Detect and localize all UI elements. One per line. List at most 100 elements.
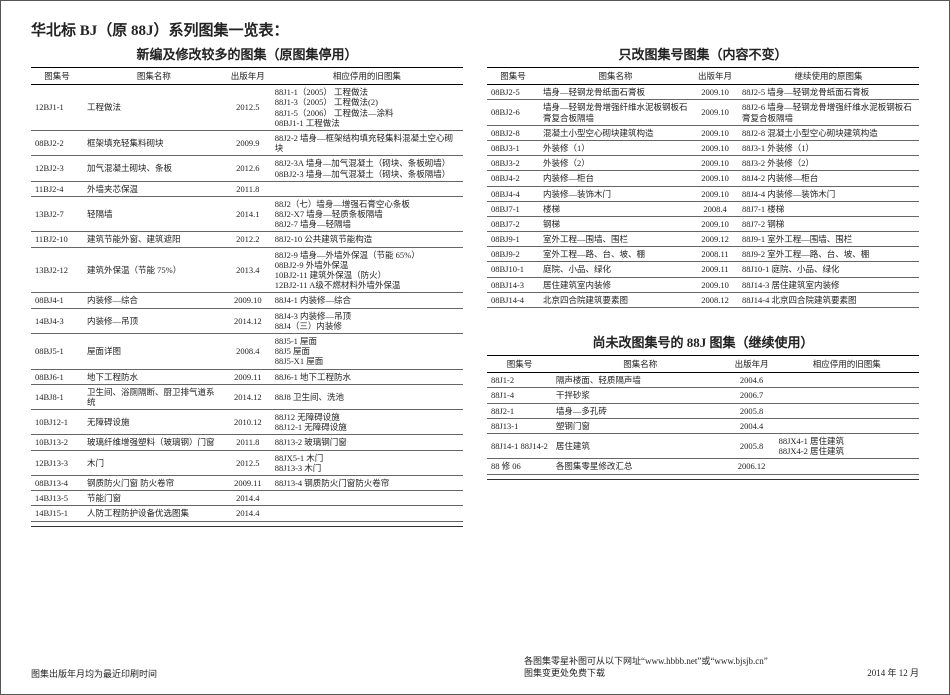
cell-code: 12BJ1-1 xyxy=(31,85,83,131)
cell-old: 88J2-5 墙身—轻钢龙骨纸面石膏板 xyxy=(738,85,919,100)
table-row: 08BJ2-6墙身—轻钢龙骨增强纤维水泥板钢板石膏复合板隔墙2009.1088J… xyxy=(487,100,919,125)
cell-year: 2009.10 xyxy=(692,156,738,171)
cell-name: 室外工程—围墙、围栏 xyxy=(539,232,692,247)
cell-year: 2006.12 xyxy=(729,459,775,474)
cell-old xyxy=(271,181,463,196)
cell-old xyxy=(775,459,919,474)
cell-year: 2009.10 xyxy=(692,140,738,155)
cell-code: 08BJ9-1 xyxy=(487,232,539,247)
table-header-row: 图集号 图集名称 出版年月 继续使用的原图集 xyxy=(487,68,919,85)
cell-code: 14BJ15-1 xyxy=(31,506,83,521)
table-header-row: 图集号 图集名称 出版年月 相应停用的旧图集 xyxy=(487,356,919,373)
th-year: 出版年月 xyxy=(729,356,775,373)
left-bottom-rule xyxy=(31,526,463,527)
table-row: 14BJ13-5节能门窗2014.4 xyxy=(31,491,463,506)
cell-year: 2009.11 xyxy=(692,262,738,277)
cell-code: 08BJ4-2 xyxy=(487,171,539,186)
cell-code: 08BJ4-1 xyxy=(31,293,83,308)
footnote-right-line1: 各图集零星补图可从以下网址“www.hbbb.net”或“www.bjsjb.c… xyxy=(524,656,768,666)
cell-year: 2013.4 xyxy=(225,247,271,293)
cell-old: 88J4-1 内装修—综合 xyxy=(271,293,463,308)
cell-code: 08BJ7-2 xyxy=(487,216,539,231)
table-row: 08BJ5-1屋面详图2008.488J5-1 屋面 88J5 屋面 88J5-… xyxy=(31,333,463,369)
table-row: 08BJ14-4北京四合院建筑要素图2008.1288J14-4 北京四合院建筑… xyxy=(487,292,919,307)
th-code: 图集号 xyxy=(487,68,539,85)
cell-name: 居住建筑室内装修 xyxy=(539,277,692,292)
right-column: 只改图集号图集（内容不变） 图集号 图集名称 出版年月 继续使用的原图集 08B… xyxy=(487,42,919,527)
cell-code: 13BJ2-7 xyxy=(31,196,83,232)
cell-code: 12BJ13-3 xyxy=(31,450,83,475)
cell-name: 隔声楼面、轻质隔声墙 xyxy=(552,373,729,388)
right-table-a: 图集号 图集名称 出版年月 继续使用的原图集 08BJ2-5墙身—轻钢龙骨纸面石… xyxy=(487,67,919,308)
cell-old xyxy=(775,403,919,418)
cell-code: 08BJ2-5 xyxy=(487,85,539,100)
cell-year: 2010.12 xyxy=(225,410,271,435)
cell-old xyxy=(775,418,919,433)
cell-year: 2005.8 xyxy=(729,433,775,458)
cell-year: 2009.10 xyxy=(692,216,738,231)
cell-name: 北京四合院建筑要素图 xyxy=(539,292,692,307)
cell-code: 08BJ2-8 xyxy=(487,125,539,140)
table-row: 10BJ13-2玻璃纤维增强塑料（玻璃钢）门窗2011.888J13-2 玻璃钢… xyxy=(31,435,463,450)
cell-year: 2014.12 xyxy=(225,308,271,333)
cell-code: 14BJ4-3 xyxy=(31,308,83,333)
footnote-right: 各图集零星补图可从以下网址“www.hbbb.net”或“www.bjsjb.c… xyxy=(524,655,919,680)
cell-name: 无障碍设施 xyxy=(83,410,225,435)
table-row: 12BJ1-1工程做法2012.588J1-1（2005） 工程做法 88J1-… xyxy=(31,85,463,131)
table-row: 88 修 06各图集零星修改汇总2006.12 xyxy=(487,459,919,474)
cell-old: 88J14-3 居住建筑室内装修 xyxy=(738,277,919,292)
table-row: 08BJ6-1地下工程防水2009.1188J6-1 地下工程防水 xyxy=(31,369,463,384)
table-row: 08BJ9-1室外工程—围墙、围栏2009.1288J9-1 室外工程—围墙、围… xyxy=(487,232,919,247)
cell-year: 2009.10 xyxy=(692,186,738,201)
cell-name: 节能门窗 xyxy=(83,491,225,506)
cell-name: 玻璃纤维增强塑料（玻璃钢）门窗 xyxy=(83,435,225,450)
cell-year: 2012.2 xyxy=(225,232,271,247)
cell-old: 88J2（七）墙身—增强石膏空心条板 88J2-X7 墙身—轻质条板隔墙 88J… xyxy=(271,196,463,232)
cell-old: 88J3-1 外装修（1） xyxy=(738,140,919,155)
cell-old: 88J5-1 屋面 88J5 屋面 88J5-X1 屋面 xyxy=(271,333,463,369)
cell-name: 混凝土小型空心砌块建筑构造 xyxy=(539,125,692,140)
table-row: 08BJ2-5墙身—轻钢龙骨纸面石膏板2009.1088J2-5 墙身—轻钢龙骨… xyxy=(487,85,919,100)
cell-year: 2014.12 xyxy=(225,384,271,409)
cell-code: 08BJ5-1 xyxy=(31,333,83,369)
table-row: 08BJ13-4钢质防火门窗 防火卷帘2009.1188J13-4 钢质防火门窗… xyxy=(31,476,463,491)
cell-year: 2012.5 xyxy=(225,85,271,131)
cell-year: 2012.6 xyxy=(225,156,271,181)
cell-old: 88J1-1（2005） 工程做法 88J1-3（2005） 工程做法(2) 8… xyxy=(271,85,463,131)
cell-year: 2009.12 xyxy=(692,232,738,247)
table-row: 14BJ4-3内装修—吊顶2014.1288J4-3 内装修—吊顶 88J4（三… xyxy=(31,308,463,333)
cell-old: 88J2-10 公共建筑节能构造 xyxy=(271,232,463,247)
table-row: 11BJ2-10建筑节能外窗、建筑遮阳2012.288J2-10 公共建筑节能构… xyxy=(31,232,463,247)
cell-year: 2008.4 xyxy=(692,201,738,216)
cell-name: 加气混凝土砌块、条板 xyxy=(83,156,225,181)
cell-year: 2009.10 xyxy=(692,277,738,292)
cell-year: 2009.10 xyxy=(692,171,738,186)
cell-name: 内装修—吊顶 xyxy=(83,308,225,333)
cell-year: 2011.8 xyxy=(225,181,271,196)
main-title: 华北标 BJ（原 88J）系列图集一览表： xyxy=(31,19,919,40)
left-table: 图集号 图集名称 出版年月 相应停用的旧图集 12BJ1-1工程做法2012.5… xyxy=(31,67,463,522)
cell-old: 88J4-2 内装修—柜台 xyxy=(738,171,919,186)
cell-code: 08BJ2-6 xyxy=(487,100,539,125)
cell-name: 屋面详图 xyxy=(83,333,225,369)
table-row: 12BJ2-3加气混凝土砌块、条板2012.688J2-3A 墙身—加气混凝土（… xyxy=(31,156,463,181)
cell-year: 2004.4 xyxy=(729,418,775,433)
th-name: 图集名称 xyxy=(552,356,729,373)
cell-code: 08BJ4-4 xyxy=(487,186,539,201)
right-section-a-title: 只改图集号图集（内容不变） xyxy=(487,44,919,63)
cell-old: 88J14-4 北京四合院建筑要素图 xyxy=(738,292,919,307)
table-row: 14BJ8-1卫生间、浴厕隔断、厨卫排气道系统2014.1288J8 卫生间、洗… xyxy=(31,384,463,409)
cell-name: 墙身—多孔砖 xyxy=(552,403,729,418)
cell-name: 外装修（1） xyxy=(539,140,692,155)
cell-name: 内装修—柜台 xyxy=(539,171,692,186)
cell-old: 88J10-1 庭院、小品、绿化 xyxy=(738,262,919,277)
cell-name: 木门 xyxy=(83,450,225,475)
cell-old: 88JX4-1 居住建筑 88JX4-2 居住建筑 xyxy=(775,433,919,458)
cell-name: 工程做法 xyxy=(83,85,225,131)
right-table-b: 图集号 图集名称 出版年月 相应停用的旧图集 88J1-2隔声楼面、轻质隔声墙2… xyxy=(487,355,919,475)
left-section-title: 新编及修改较多的图集（原图集停用） xyxy=(31,44,463,63)
th-year: 出版年月 xyxy=(692,68,738,85)
left-column: 新编及修改较多的图集（原图集停用） 图集号 图集名称 出版年月 相应停用的旧图集… xyxy=(31,42,463,527)
cell-year: 2009.10 xyxy=(692,125,738,140)
cell-old: 88J2-3A 墙身—加气混凝土（砌块、条板砌墙） 08BJ2-3 墙身—加气混… xyxy=(271,156,463,181)
